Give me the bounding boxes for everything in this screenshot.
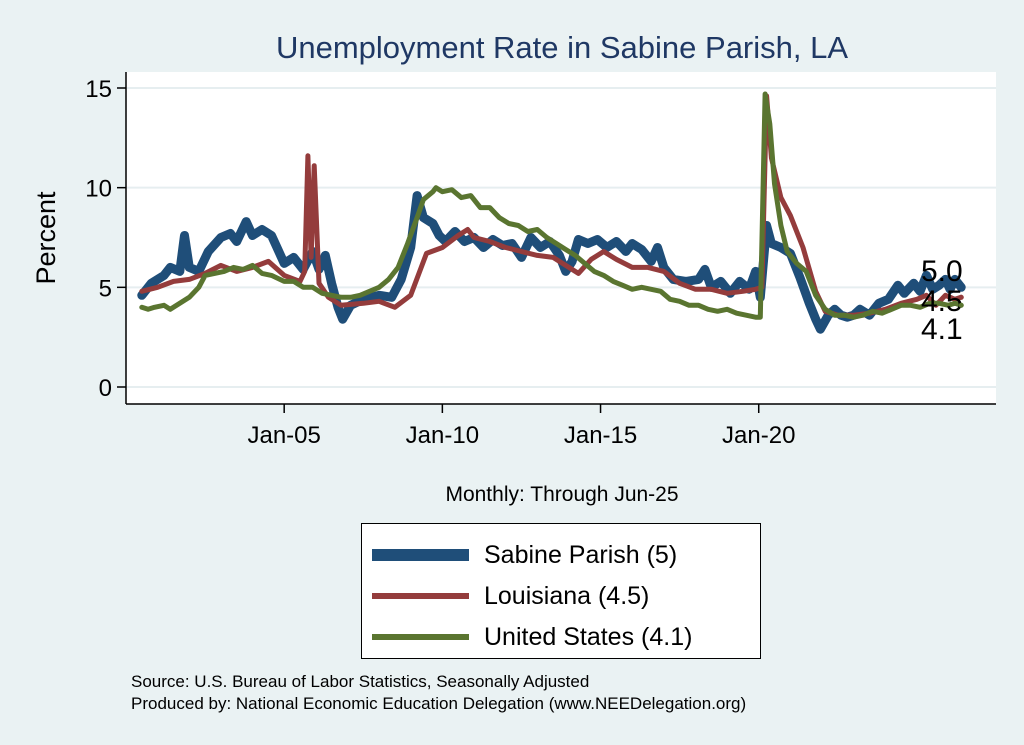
y-axis-label: Percent (31, 191, 61, 285)
y-tick-label-0: 0 (99, 375, 112, 402)
legend-swatch-sabine (372, 549, 469, 561)
legend-item-us: United States (4.1) (372, 617, 752, 657)
legend-item-louisiana: Louisiana (4.5) (372, 576, 752, 616)
end-label-us-marker (958, 302, 964, 308)
end-labels: 5.04.54.1 (921, 255, 964, 346)
legend-item-sabine: Sabine Parish (5) (372, 535, 752, 575)
end-label-sabine-marker (958, 284, 964, 290)
end-label-sabine: 5.0 (921, 255, 963, 288)
end-label-louisiana: 4.5 (921, 285, 963, 318)
x-tick-label-0: Jan-05 (247, 422, 320, 449)
data-series (137, 91, 966, 334)
y-tick-label-10: 10 (85, 176, 112, 203)
legend-label-sabine: Sabine Parish (5) (484, 541, 678, 569)
x-tick-label-2: Jan-15 (564, 422, 637, 449)
end-label-louisiana-marker (958, 294, 964, 300)
source-line: Source: U.S. Bureau of Labor Statistics,… (131, 672, 590, 691)
legend: Sabine Parish (5) Louisiana (4.5) United… (361, 523, 761, 659)
produced-by-line: Produced by: National Economic Education… (131, 694, 747, 713)
x-tick-label-3: Jan-20 (722, 422, 795, 449)
legend-label-louisiana: Louisiana (4.5) (484, 582, 650, 610)
x-tick-label-1: Jan-10 (406, 422, 479, 449)
y-ticks: 0 5 10 15 (85, 76, 126, 402)
x-axis-note: Monthly: Through Jun-25 (445, 483, 678, 506)
legend-label-us: United States (4.1) (484, 623, 693, 651)
end-label-us: 4.1 (921, 313, 963, 346)
y-tick-label-5: 5 (99, 275, 112, 302)
legend-swatch-louisiana (372, 593, 469, 599)
x-ticks: Jan-05 Jan-10 Jan-15 Jan-20 (247, 404, 795, 449)
series-united-states-line (139, 91, 964, 320)
legend-swatch-us (372, 634, 469, 640)
y-tick-label-15: 15 (85, 76, 112, 103)
source-note: Source: U.S. Bureau of Labor Statistics,… (131, 671, 746, 715)
gridlines (126, 87, 996, 388)
chart-title: Unemployment Rate in Sabine Parish, LA (276, 30, 848, 65)
